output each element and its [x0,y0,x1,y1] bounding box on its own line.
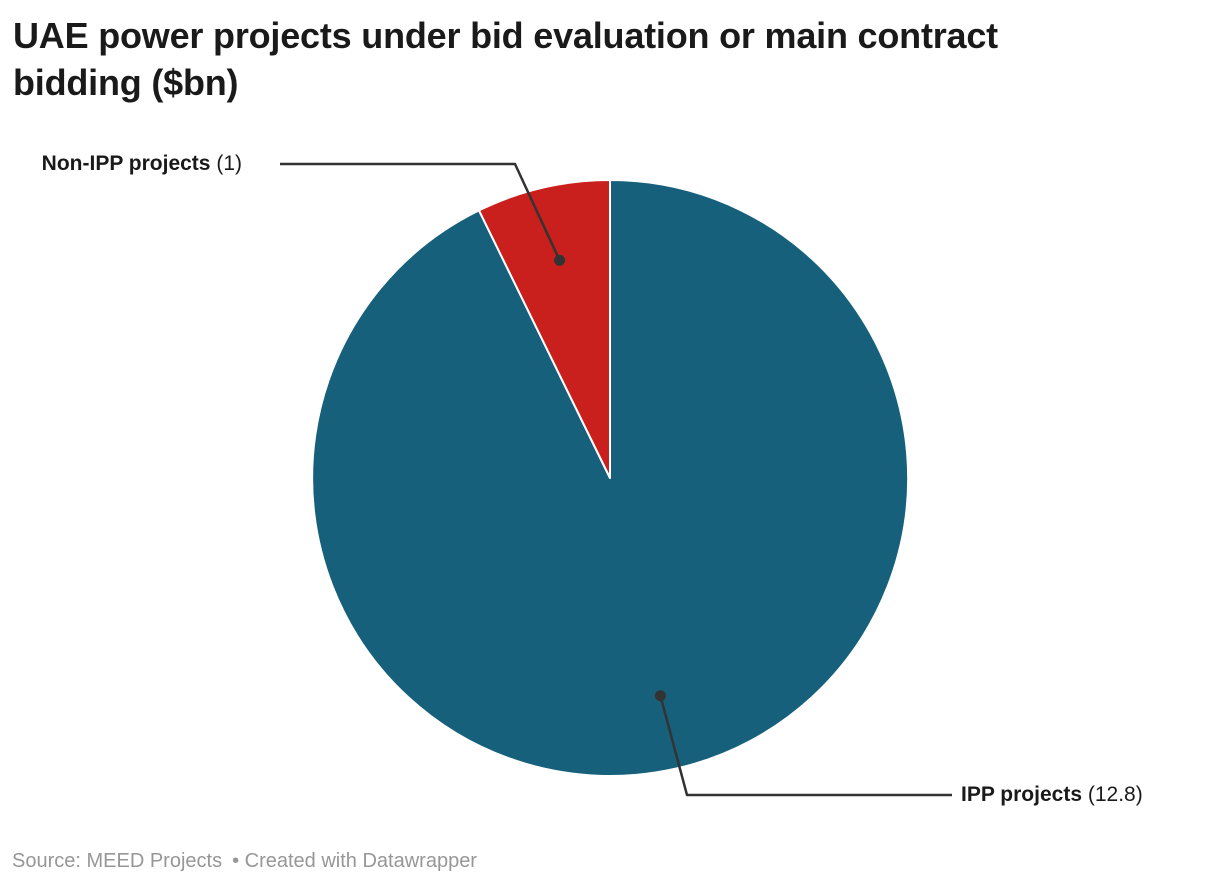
connector-line-0 [659,695,952,797]
slice-label-non-ipp: Non-IPP projects (1) [42,151,242,177]
source-text: Source: MEED Projects [12,850,223,872]
slice-label-non-ipp-name: Non-IPP projects [41,152,211,175]
connector-line-1 [280,162,561,261]
slice-label-ipp-value: (12.8) [1087,783,1143,806]
connector-dot-1 [554,254,566,266]
pie-slice-non-ipp-projects[interactable] [478,179,611,479]
slice-label-ipp: IPP projects (12.8) [961,782,1143,808]
chart-footer: Source: MEED Projects • Created with Data… [12,849,477,873]
chart-title: UAE power projects under bid evaluation … [13,12,1203,106]
datawrapper-credit: • Created with Datawrapper [232,850,477,872]
slice-label-non-ipp-value: (1) [216,152,242,175]
slice-label-ipp-name: IPP projects [961,783,1082,806]
connector-dot-0 [654,690,666,702]
chart-title-line1: UAE power projects under bid evaluation … [13,15,998,56]
chart-title-line2: bidding ($bn) [13,62,239,103]
